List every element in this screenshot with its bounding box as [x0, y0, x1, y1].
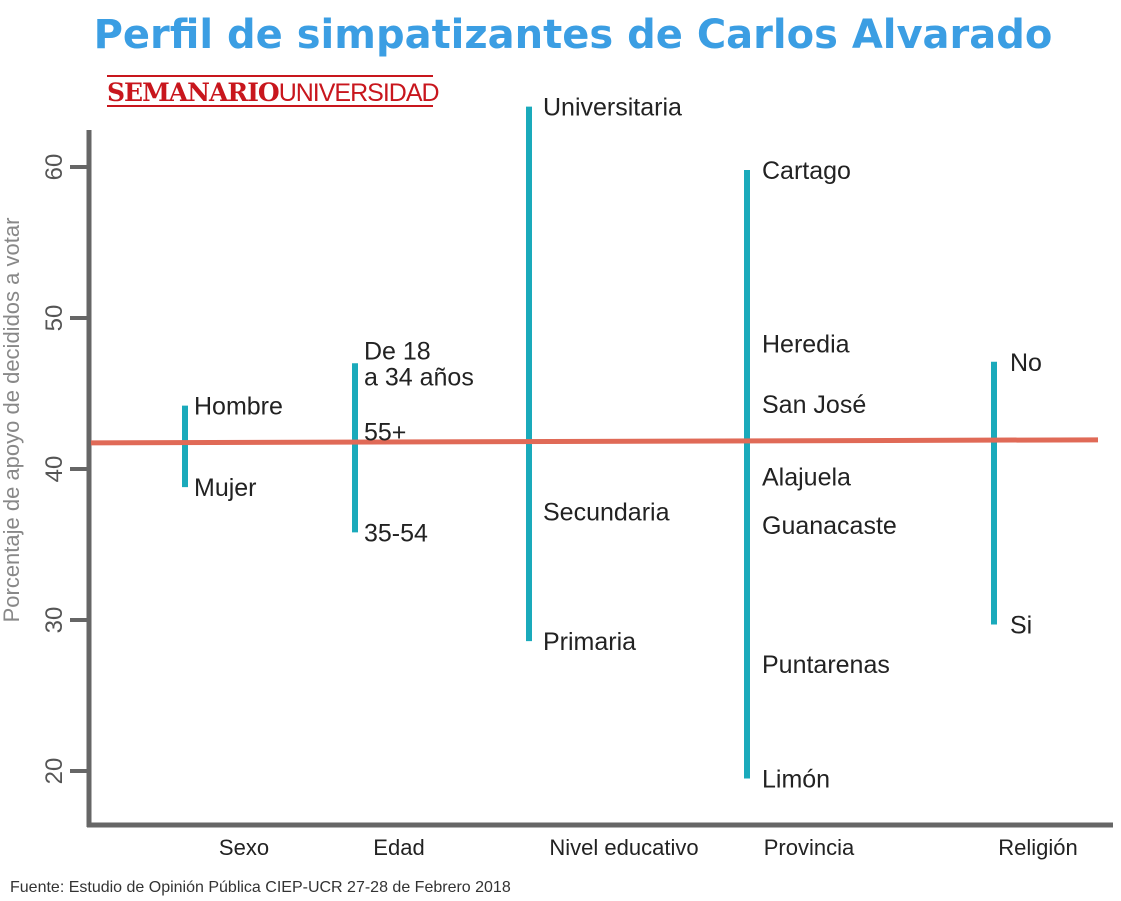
point-label: Secundaria	[543, 498, 670, 526]
point-label: Hombre	[194, 393, 283, 421]
point-label: Guanacaste	[762, 512, 897, 540]
point-label: Limón	[762, 766, 830, 794]
category-label: Nivel educativo	[549, 835, 698, 860]
svg-text:SEMANARIOUNIVERSIDAD: SEMANARIOUNIVERSIDAD	[107, 78, 439, 107]
chart-title: Perfil de simpatizantes de Carlos Alvara…	[94, 12, 1053, 58]
point-label: 35-54	[364, 519, 428, 547]
category-label: Edad	[373, 835, 424, 860]
point-label: De 18 a 34 años	[364, 337, 474, 391]
category-label: Sexo	[219, 835, 269, 860]
point-label: Heredia	[762, 331, 850, 359]
plot-area: 20 30 40 50 60 Hombre Mujer De 18 a 34 años 55+ 35…	[41, 94, 1113, 860]
brand-logo: SEMANARIOUNIVERSIDAD	[107, 75, 440, 107]
source-note: Fuente: Estudio de Opinión Pública CIEP-…	[10, 879, 511, 896]
reference-line	[90, 437, 1099, 446]
point-label: Cartago	[762, 157, 851, 185]
point-label: Puntarenas	[762, 651, 890, 679]
brand-logo-light: UNIVERSIDAD	[279, 79, 439, 107]
y-tick-label: 20	[41, 758, 68, 785]
point-label: San José	[762, 391, 866, 419]
category-label: Provincia	[764, 835, 855, 860]
y-tick-label: 40	[41, 456, 68, 483]
point-label: Universitaria	[543, 94, 682, 122]
y-tick-label: 30	[41, 607, 68, 634]
y-tick-label: 60	[41, 154, 68, 181]
point-label: 55+	[364, 418, 406, 446]
y-axis-label: Porcentaje de apoyo de decididos a votar	[0, 218, 24, 623]
brand-logo-bold: SEMANARIO	[107, 78, 279, 107]
category-label: Religión	[998, 835, 1078, 860]
point-label: No	[1010, 349, 1042, 377]
point-label: Alajuela	[762, 464, 851, 492]
point-label: Primaria	[543, 628, 636, 656]
point-label: Mujer	[194, 474, 257, 502]
point-label: Si	[1010, 612, 1032, 640]
y-tick-label: 50	[41, 305, 68, 332]
